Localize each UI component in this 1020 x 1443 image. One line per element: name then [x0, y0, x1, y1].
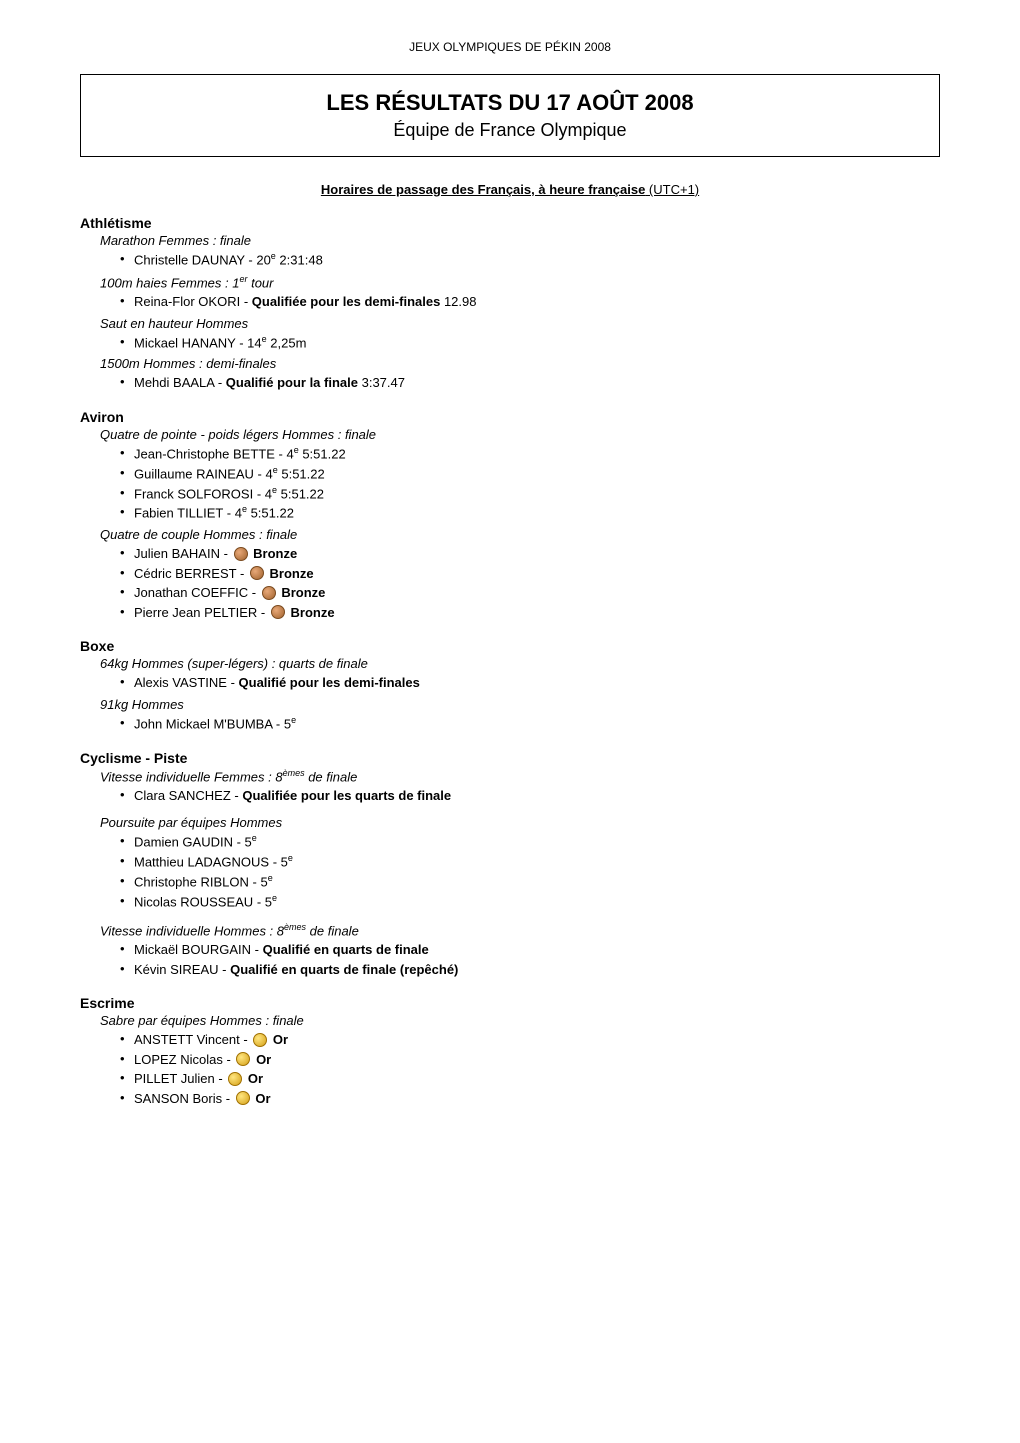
bronze-medal-icon: [262, 586, 276, 600]
athlete-row: John Mickael M'BUMBA - 5e: [120, 714, 940, 734]
athlete-row: Jonathan COEFFIC - Bronze: [120, 583, 940, 603]
sport-boxe: Boxe 64kg Hommes (super-légers) : quarts…: [80, 638, 940, 733]
event-label: 64kg Hommes (super-légers) : quarts de f…: [100, 656, 940, 671]
athlete-list: Clara SANCHEZ - Qualifiée pour les quart…: [120, 786, 940, 806]
event-label: Vitesse individuelle Femmes : 8èmes de f…: [100, 768, 940, 784]
athlete-row: Pierre Jean PELTIER - Bronze: [120, 603, 940, 623]
event-label: Saut en hauteur Hommes: [100, 316, 940, 331]
athlete-row: Clara SANCHEZ - Qualifiée pour les quart…: [120, 786, 940, 806]
bronze-medal-icon: [250, 566, 264, 580]
sport-aviron: Aviron Quatre de pointe - poids légers H…: [80, 409, 940, 622]
athlete-row: Alexis VASTINE - Qualifié pour les demi-…: [120, 673, 940, 693]
subtitle: Équipe de France Olympique: [101, 120, 919, 141]
athlete-list: Reina-Flor OKORI - Qualifiée pour les de…: [120, 292, 940, 312]
gold-medal-icon: [236, 1091, 250, 1105]
sport-escrime: Escrime Sabre par équipes Hommes : final…: [80, 995, 940, 1108]
event-label: 91kg Hommes: [100, 697, 940, 712]
event-label: Quatre de pointe - poids légers Hommes :…: [100, 427, 940, 442]
athlete-row: Christophe RIBLON - 5e: [120, 872, 940, 892]
event-label: 1500m Hommes : demi-finales: [100, 356, 940, 371]
event-label: Poursuite par équipes Hommes: [100, 815, 940, 830]
athlete-list: Alexis VASTINE - Qualifié pour les demi-…: [120, 673, 940, 693]
athlete-row: Kévin SIREAU - Qualifié en quarts de fin…: [120, 960, 940, 980]
athlete-list: Mickaël BOURGAIN - Qualifié en quarts de…: [120, 940, 940, 979]
title-box: LES RÉSULTATS DU 17 AOÛT 2008 Équipe de …: [80, 74, 940, 157]
athlete-row: Damien GAUDIN - 5e: [120, 832, 940, 852]
sport-athletisme: Athlétisme Marathon Femmes : finale Chri…: [80, 215, 940, 393]
athlete-row: Reina-Flor OKORI - Qualifiée pour les de…: [120, 292, 940, 312]
athlete-row: PILLET Julien - Or: [120, 1069, 940, 1089]
athlete-list: Christelle DAUNAY - 20e 2:31:48: [120, 250, 940, 270]
sport-title: Aviron: [80, 409, 940, 425]
athlete-row: Cédric BERREST - Bronze: [120, 564, 940, 584]
gold-medal-icon: [228, 1072, 242, 1086]
event-label: Vitesse individuelle Hommes : 8èmes de f…: [100, 922, 940, 938]
event-label: Marathon Femmes : finale: [100, 233, 940, 248]
athlete-row: SANSON Boris - Or: [120, 1089, 940, 1109]
sport-title: Athlétisme: [80, 215, 940, 231]
sport-title: Boxe: [80, 638, 940, 654]
event-label: Sabre par équipes Hommes : finale: [100, 1013, 940, 1028]
athlete-row: Julien BAHAIN - Bronze: [120, 544, 940, 564]
event-label: Quatre de couple Hommes : finale: [100, 527, 940, 542]
gold-medal-icon: [236, 1052, 250, 1066]
bronze-medal-icon: [234, 547, 248, 561]
athlete-list: Damien GAUDIN - 5e Matthieu LADAGNOUS - …: [120, 832, 940, 911]
athlete-list: John Mickael M'BUMBA - 5e: [120, 714, 940, 734]
athlete-row: Matthieu LADAGNOUS - 5e: [120, 852, 940, 872]
athlete-list: Jean-Christophe BETTE - 4e 5:51.22 Guill…: [120, 444, 940, 523]
schedule-tz: (UTC+1): [645, 182, 699, 197]
athlete-row: Franck SOLFOROSI - 4e 5:51.22: [120, 484, 940, 504]
athlete-list: Mehdi BAALA - Qualifié pour la finale 3:…: [120, 373, 940, 393]
sport-title: Cyclisme - Piste: [80, 750, 940, 766]
athlete-list: Mickael HANANY - 14e 2,25m: [120, 333, 940, 353]
athlete-row: Nicolas ROUSSEAU - 5e: [120, 892, 940, 912]
athlete-list: Julien BAHAIN - Bronze Cédric BERREST - …: [120, 544, 940, 622]
athlete-row: Christelle DAUNAY - 20e 2:31:48: [120, 250, 940, 270]
schedule-text: Horaires de passage des Français, à heur…: [321, 182, 645, 197]
page-header: JEUX OLYMPIQUES DE PÉKIN 2008: [80, 40, 940, 54]
schedule-link[interactable]: Horaires de passage des Français, à heur…: [80, 182, 940, 197]
athlete-row: Mickael HANANY - 14e 2,25m: [120, 333, 940, 353]
bronze-medal-icon: [271, 605, 285, 619]
athlete-row: Mickaël BOURGAIN - Qualifié en quarts de…: [120, 940, 940, 960]
main-title: LES RÉSULTATS DU 17 AOÛT 2008: [101, 90, 919, 116]
athlete-row: Mehdi BAALA - Qualifié pour la finale 3:…: [120, 373, 940, 393]
athlete-row: ANSTETT Vincent - Or: [120, 1030, 940, 1050]
athlete-list: ANSTETT Vincent - Or LOPEZ Nicolas - Or …: [120, 1030, 940, 1108]
athlete-row: LOPEZ Nicolas - Or: [120, 1050, 940, 1070]
event-label: 100m haies Femmes : 1er tour: [100, 274, 940, 290]
athlete-row: Jean-Christophe BETTE - 4e 5:51.22: [120, 444, 940, 464]
sport-title: Escrime: [80, 995, 940, 1011]
gold-medal-icon: [253, 1033, 267, 1047]
athlete-row: Fabien TILLIET - 4e 5:51.22: [120, 503, 940, 523]
sport-cyclisme: Cyclisme - Piste Vitesse individuelle Fe…: [80, 750, 940, 979]
athlete-row: Guillaume RAINEAU - 4e 5:51.22: [120, 464, 940, 484]
